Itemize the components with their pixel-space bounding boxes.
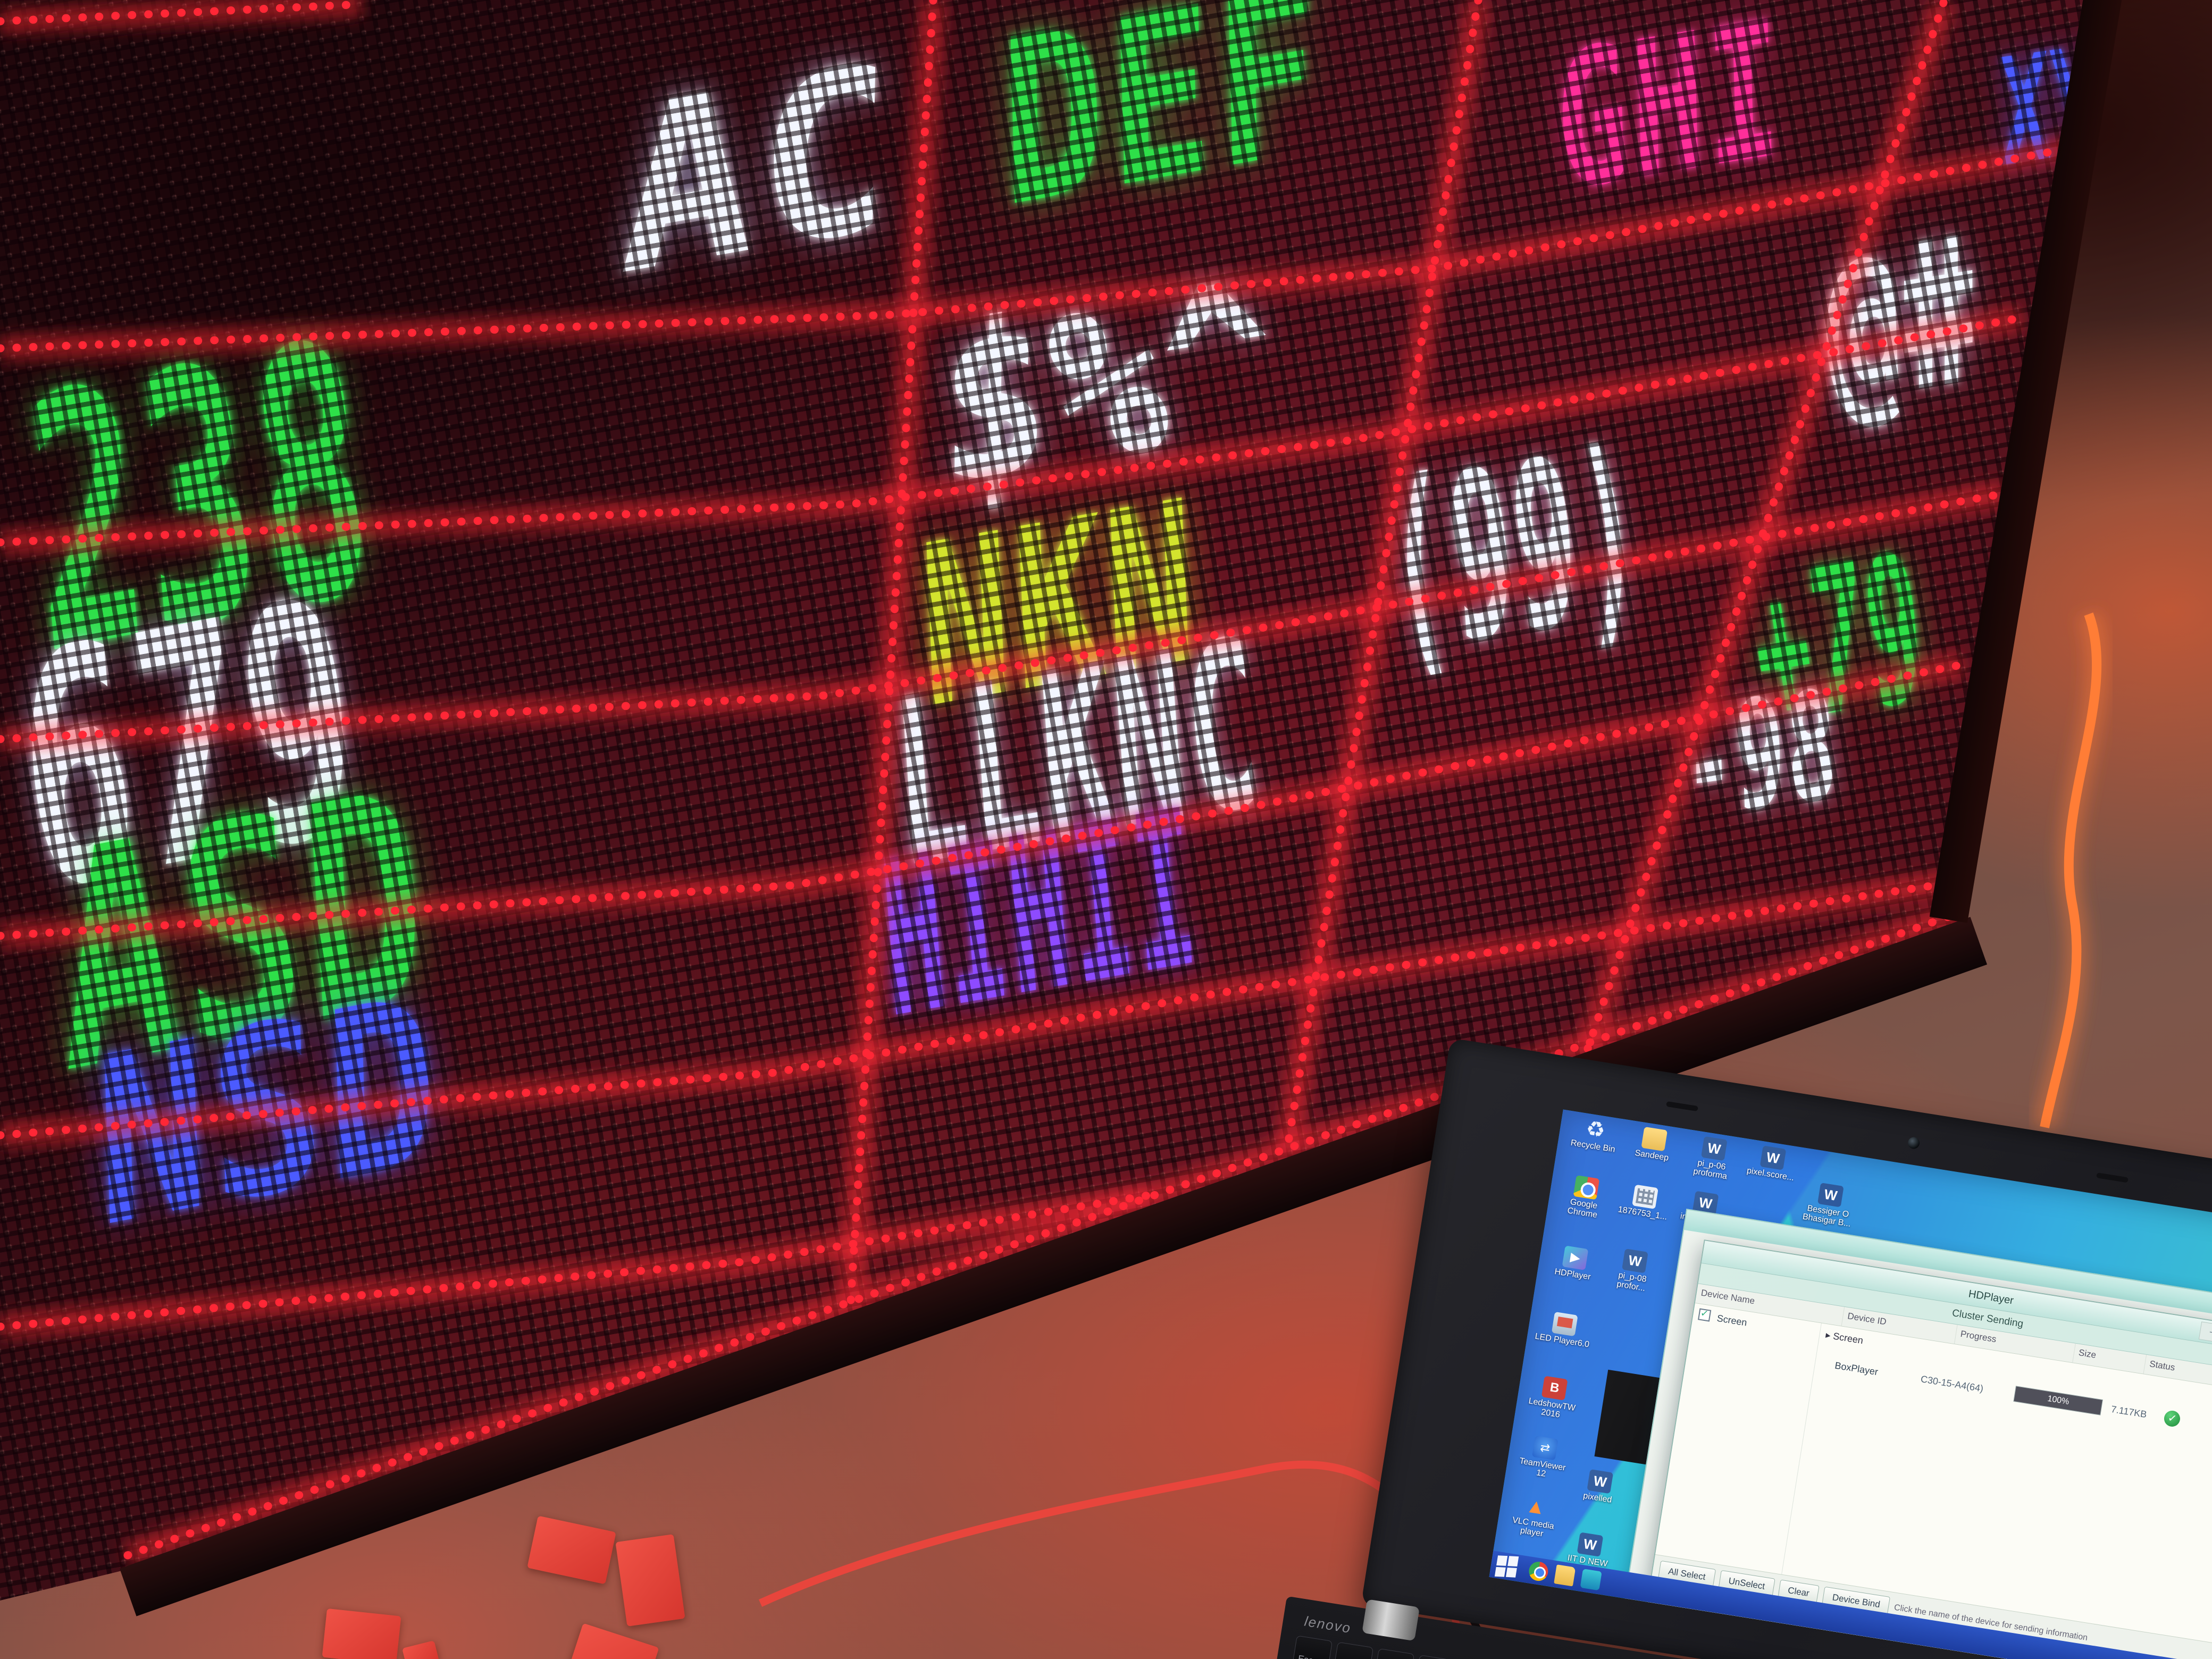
- key-esc[interactable]: Esc: [1292, 1635, 1333, 1659]
- lenovo-logo: lenovo: [1303, 1613, 1353, 1637]
- taskbar-app-icon[interactable]: [1580, 1569, 1602, 1591]
- taskbar-explorer-icon[interactable]: [1554, 1564, 1576, 1587]
- webcam: [1907, 1136, 1921, 1150]
- key-blank[interactable]: [1333, 1641, 1374, 1659]
- taskbar-chrome-icon[interactable]: [1527, 1560, 1549, 1582]
- laptop-screen: ♻ Recycle Bin Google Chrome ▶ HDPlayer L…: [1489, 1109, 2212, 1659]
- mic-hole: [2096, 1172, 2129, 1183]
- start-button[interactable]: [1494, 1554, 1524, 1579]
- mic-hole: [1666, 1101, 1698, 1112]
- key-blank[interactable]: [1373, 1648, 1415, 1659]
- key-blank[interactable]: [1414, 1655, 1456, 1659]
